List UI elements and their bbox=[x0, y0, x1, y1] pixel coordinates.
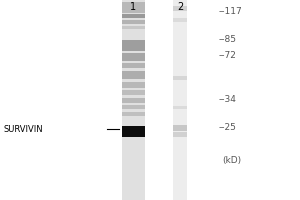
Bar bbox=[122, 126, 145, 137]
Text: 1: 1 bbox=[130, 2, 136, 12]
Bar bbox=[173, 0, 187, 200]
Bar bbox=[122, 63, 145, 68]
Text: 2: 2 bbox=[177, 2, 183, 12]
Bar bbox=[122, 112, 145, 116]
Bar bbox=[173, 125, 187, 131]
Bar bbox=[173, 106, 187, 109]
Bar bbox=[122, 82, 145, 88]
Bar bbox=[173, 6, 187, 11]
Text: --117: --117 bbox=[219, 6, 243, 16]
Bar bbox=[122, 20, 145, 24]
Bar bbox=[122, 14, 145, 18]
Bar bbox=[122, 98, 145, 103]
Bar bbox=[122, 105, 145, 109]
Text: (kD): (kD) bbox=[222, 156, 241, 164]
Text: --72: --72 bbox=[219, 50, 237, 60]
Bar bbox=[122, 53, 145, 61]
Text: --34: --34 bbox=[219, 95, 237, 104]
Bar bbox=[122, 40, 145, 51]
Bar bbox=[122, 2, 145, 13]
Bar bbox=[173, 132, 187, 137]
Bar bbox=[122, 0, 145, 200]
Bar bbox=[122, 90, 145, 95]
Bar bbox=[173, 18, 187, 22]
Text: --85: --85 bbox=[219, 34, 237, 44]
Text: SURVIVIN: SURVIVIN bbox=[3, 124, 43, 134]
Bar bbox=[122, 71, 145, 79]
Text: --25: --25 bbox=[219, 122, 237, 132]
Bar bbox=[122, 26, 145, 29]
Bar bbox=[173, 76, 187, 80]
